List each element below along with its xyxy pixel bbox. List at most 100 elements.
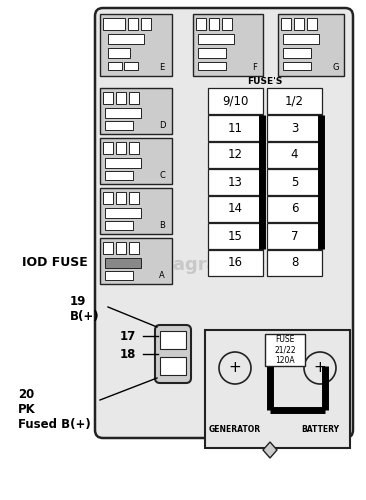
Text: 1/2: 1/2 [285, 94, 304, 108]
Bar [108, 48, 130, 58]
Polygon shape [263, 442, 277, 458]
Bar [283, 62, 311, 70]
Text: FUSE'S: FUSE'S [247, 78, 283, 86]
Bar [198, 62, 226, 70]
Bar [209, 18, 219, 30]
Bar [100, 238, 172, 284]
Bar [267, 142, 322, 168]
Bar [307, 18, 317, 30]
Bar [281, 18, 291, 30]
Bar [105, 221, 133, 230]
Text: 20
PK
Fused B(+): 20 PK Fused B(+) [18, 388, 91, 431]
Bar [116, 242, 126, 254]
Bar [105, 158, 141, 168]
Text: 8: 8 [291, 256, 298, 270]
Text: 6: 6 [291, 202, 298, 215]
Bar [283, 48, 311, 58]
Text: +: + [229, 360, 241, 376]
Text: B: B [159, 222, 165, 230]
Bar [100, 88, 172, 134]
Bar [267, 196, 322, 222]
Bar [100, 188, 172, 234]
Bar [129, 242, 139, 254]
Text: C: C [159, 172, 165, 180]
Bar [208, 169, 263, 195]
Text: 18: 18 [120, 348, 137, 360]
Text: 16: 16 [228, 256, 243, 270]
Text: 7: 7 [291, 230, 298, 242]
Text: 17: 17 [120, 330, 136, 342]
Bar [141, 18, 151, 30]
Bar [116, 142, 126, 154]
Text: E: E [159, 64, 165, 72]
Bar [100, 14, 172, 76]
Bar [208, 196, 263, 222]
Text: FUSE
21/22
120A: FUSE 21/22 120A [274, 335, 296, 365]
Bar [105, 108, 141, 118]
Text: 15: 15 [228, 230, 243, 242]
Bar [103, 18, 125, 30]
Bar [105, 258, 141, 268]
Text: 9/10: 9/10 [222, 94, 249, 108]
Bar [267, 250, 322, 276]
Bar [208, 223, 263, 249]
Bar [193, 14, 263, 76]
Bar [196, 18, 206, 30]
Bar [116, 92, 126, 104]
Text: IOD FUSE: IOD FUSE [22, 256, 88, 270]
Bar [128, 18, 138, 30]
Text: D: D [159, 122, 165, 130]
Bar [208, 88, 263, 114]
FancyBboxPatch shape [95, 8, 353, 438]
Bar [160, 357, 186, 375]
Text: 11: 11 [228, 122, 243, 134]
Bar [105, 121, 133, 130]
Bar [294, 18, 304, 30]
Text: +: + [314, 360, 326, 376]
Text: 14: 14 [228, 202, 243, 215]
Bar [198, 48, 226, 58]
Bar [100, 138, 172, 184]
Bar [105, 208, 141, 218]
FancyBboxPatch shape [155, 325, 191, 383]
Bar [267, 169, 322, 195]
Bar [283, 34, 319, 44]
Bar [116, 192, 126, 204]
Text: 3: 3 [291, 122, 298, 134]
Bar [267, 223, 322, 249]
Bar [124, 62, 138, 70]
Text: A: A [159, 272, 165, 280]
Bar [105, 271, 133, 280]
Bar [105, 171, 133, 180]
Bar [129, 192, 139, 204]
Text: 19
B(+): 19 B(+) [70, 295, 100, 323]
Bar [208, 142, 263, 168]
Bar [267, 115, 322, 141]
Bar [208, 250, 263, 276]
Bar [278, 14, 344, 76]
Text: 12: 12 [228, 148, 243, 162]
Text: GENERATOR: GENERATOR [209, 426, 261, 434]
Text: 4: 4 [291, 148, 298, 162]
Bar [198, 34, 234, 44]
Text: G: G [333, 64, 339, 72]
Bar [267, 88, 322, 114]
Text: BATTERY: BATTERY [301, 426, 339, 434]
Bar [103, 92, 113, 104]
Bar [108, 62, 122, 70]
Bar [205, 330, 350, 448]
Bar [222, 18, 232, 30]
Text: 13: 13 [228, 176, 243, 188]
Text: fusesdiagram.cc: fusesdiagram.cc [100, 256, 266, 274]
Bar [103, 242, 113, 254]
Bar [129, 92, 139, 104]
Bar [208, 115, 263, 141]
Text: F: F [253, 64, 257, 72]
Bar [108, 34, 144, 44]
Bar [265, 334, 305, 366]
Text: 5: 5 [291, 176, 298, 188]
Bar [160, 331, 186, 349]
Bar [129, 142, 139, 154]
Bar [103, 142, 113, 154]
Bar [103, 192, 113, 204]
